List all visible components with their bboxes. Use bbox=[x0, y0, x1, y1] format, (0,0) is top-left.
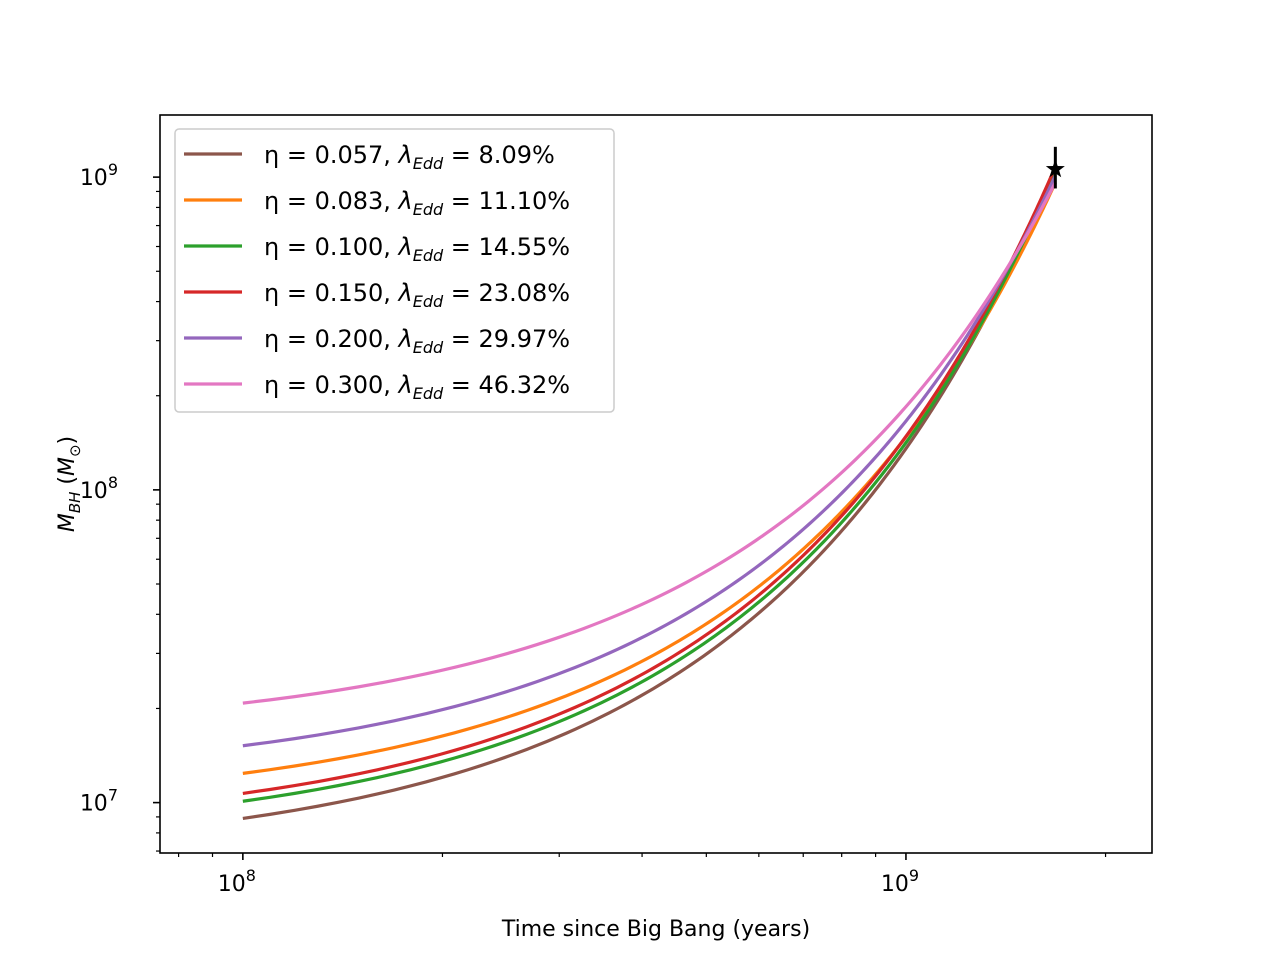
series-layer bbox=[242, 166, 1057, 821]
y-axis-label: MBH (M⊙) bbox=[55, 436, 84, 532]
legend-box bbox=[174, 128, 615, 413]
y-tick-label: 109 bbox=[80, 160, 118, 191]
y-label-main: M bbox=[55, 513, 80, 532]
y-axis: 107 108 109 bbox=[80, 160, 160, 852]
y-label-unit-sub: ⊙ bbox=[66, 444, 84, 457]
observed-point-star bbox=[1045, 159, 1065, 178]
legend-label-1: η = 0.083, λEdd = 11.10% bbox=[264, 187, 570, 219]
x-tick-label: 109 bbox=[881, 866, 919, 897]
x-axis-label: Time since Big Bang (years) bbox=[501, 917, 810, 942]
y-tick-label: 107 bbox=[80, 786, 118, 817]
y-label-sub: BH bbox=[66, 492, 84, 514]
legend-label-4: η = 0.200, λEdd = 29.97% bbox=[264, 325, 570, 357]
legend-label-0: η = 0.057, λEdd = 8.09% bbox=[264, 141, 555, 173]
x-tick-label: 108 bbox=[218, 866, 256, 897]
legend: η = 0.057, λEdd = 8.09% η = 0.083, λEdd =… bbox=[174, 128, 615, 413]
observed-point-layer bbox=[1045, 146, 1065, 189]
x-axis: 108 109 bbox=[177, 853, 1107, 897]
legend-label-3: η = 0.150, λEdd = 23.08% bbox=[264, 279, 570, 311]
plot-frame bbox=[159, 114, 1153, 854]
legend-label-2: η = 0.100, λEdd = 14.55% bbox=[264, 233, 570, 265]
series-line-2 bbox=[242, 171, 1057, 803]
y-label-unit: M bbox=[55, 457, 80, 476]
y-tick-label: 108 bbox=[80, 473, 118, 504]
series-line-5 bbox=[242, 181, 1057, 705]
legend-label-5: η = 0.300, λEdd = 46.32% bbox=[264, 371, 570, 403]
